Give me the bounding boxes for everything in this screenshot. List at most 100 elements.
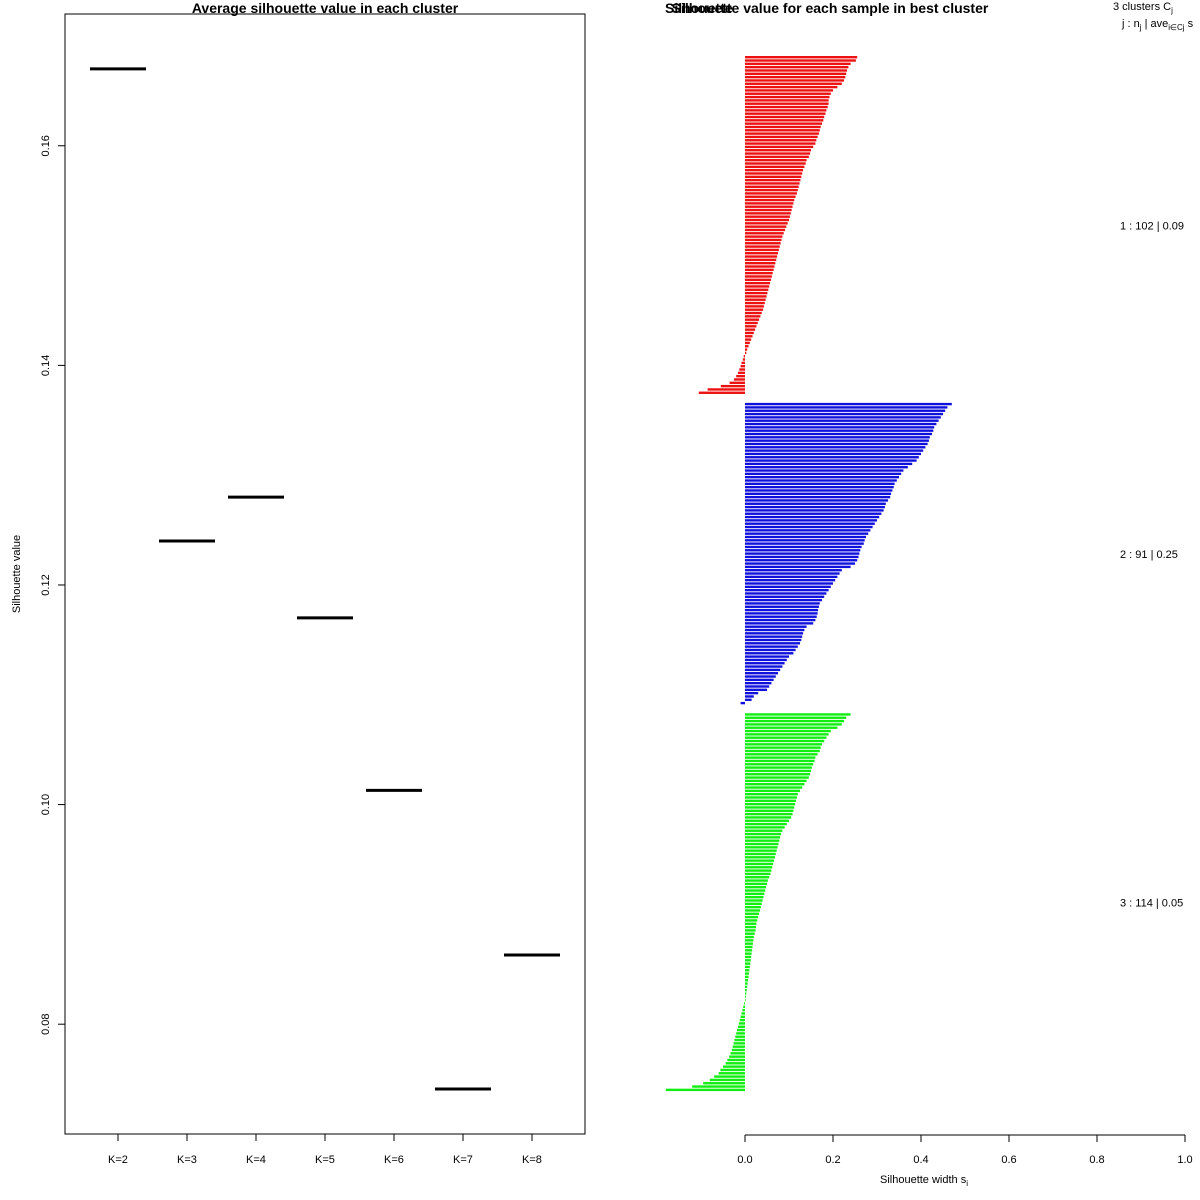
silhouette-bar (745, 658, 787, 662)
silhouette-bar (703, 1082, 745, 1085)
silhouette-bar (740, 701, 745, 705)
silhouette-bar (745, 115, 825, 119)
silhouette-bar (745, 779, 807, 783)
silhouette-bar (745, 288, 769, 291)
silhouette-bar (745, 832, 782, 836)
silhouette-bar (745, 965, 750, 969)
silhouette-bar (745, 826, 785, 829)
silhouette-bar (745, 65, 849, 69)
left-panel: Average silhouette value in each cluster… (11, 0, 586, 1166)
silhouette-bar (745, 912, 760, 915)
silhouette-bar (745, 942, 753, 945)
silhouette-bar (745, 202, 794, 205)
left-y-axis-label: Silhouette value (11, 535, 23, 613)
silhouette-bar (745, 188, 798, 192)
silhouette-bar (745, 886, 767, 889)
silhouette-bar (745, 672, 778, 675)
silhouette-bar (745, 945, 753, 949)
silhouette-bar (745, 132, 819, 135)
right-x-tick-label: 0.4 (913, 1154, 928, 1166)
silhouette-bar (745, 419, 939, 422)
legend-header-line2-sub2: i∈Cj (1168, 23, 1185, 32)
silhouette-bar (745, 895, 764, 899)
silhouette-bar (745, 822, 787, 826)
silhouette-bar (745, 582, 833, 585)
silhouette-bar (745, 79, 844, 82)
silhouette-bar (745, 625, 807, 628)
silhouette-bar (745, 321, 758, 325)
silhouette-bar (745, 315, 761, 318)
silhouette-bar (745, 222, 788, 225)
silhouette-bar (745, 178, 801, 182)
left-y-axis: 0.08 0.10 0.12 0.14 0.16 (40, 135, 65, 1035)
silhouette-bar (745, 409, 946, 412)
silhouette-bar (745, 688, 767, 692)
right-x-axis: 0.0 0.2 0.4 0.6 0.8 1.0 (737, 1134, 1193, 1166)
silhouette-bar (745, 485, 894, 489)
silhouette-bar (745, 802, 796, 806)
right-x-tick-label: 0.0 (737, 1154, 752, 1166)
silhouette-bar (745, 198, 795, 202)
silhouette-bar (744, 1002, 745, 1005)
silhouette-bar (745, 992, 747, 995)
silhouette-bar (745, 605, 819, 608)
silhouette-bar (737, 1028, 745, 1032)
silhouette-bar (745, 955, 752, 959)
silhouette-bar (745, 846, 778, 849)
silhouette-bar (745, 862, 774, 866)
silhouette-bar (745, 238, 782, 242)
silhouette-bar (745, 59, 856, 62)
silhouette-bar (745, 691, 759, 695)
legend-header-line1: 3 clusters Cj (1113, 1, 1173, 15)
legend-header-line2-main: j : n (1121, 18, 1140, 30)
silhouette-bar (745, 208, 792, 212)
silhouette-bar (745, 102, 829, 105)
silhouette-bar (745, 298, 766, 301)
legend-header-line2-sub: j (1139, 23, 1142, 32)
silhouette-bar (745, 746, 821, 749)
silhouette-bar (745, 645, 798, 648)
silhouette-bar (714, 1075, 745, 1078)
silhouette-bar (745, 265, 775, 268)
silhouette-bar (745, 69, 848, 72)
silhouette-bar (745, 635, 803, 638)
silhouette-bar (745, 248, 779, 252)
silhouette-bar (745, 829, 783, 832)
silhouette-bar (745, 509, 884, 512)
silhouette-bar (745, 212, 791, 215)
left-y-tick-label: 0.14 (40, 355, 52, 376)
silhouette-bar (745, 499, 888, 502)
silhouette-bar (745, 492, 892, 495)
silhouette-bar (745, 555, 859, 559)
left-x-tick-label: K=2 (108, 1154, 128, 1166)
silhouette-bar (745, 678, 774, 682)
silhouette-bar (745, 592, 827, 595)
silhouette-bar (745, 749, 820, 753)
silhouette-bar (745, 432, 932, 436)
silhouette-bar (745, 218, 789, 222)
silhouette-bar (745, 402, 952, 406)
silhouette-bar (745, 585, 831, 589)
silhouette-bar (745, 449, 924, 452)
silhouette-bar (745, 311, 762, 315)
silhouette-bar (745, 716, 847, 719)
silhouette-bar (745, 281, 771, 285)
left-x-tick-label: K=8 (522, 1154, 542, 1166)
silhouette-bar (745, 56, 858, 59)
silhouette-bar (745, 648, 796, 652)
silhouette-bar (745, 325, 757, 328)
silhouette-bar (745, 495, 891, 499)
silhouette-bar (745, 759, 815, 763)
silhouette-bar (745, 681, 772, 685)
silhouette-bar (745, 291, 768, 295)
silhouette-bar (745, 642, 800, 645)
silhouette-bar (745, 866, 773, 869)
right-x-tick-label: 0.2 (825, 1154, 840, 1166)
silhouette-bars (665, 56, 952, 1092)
silhouette-bar (692, 1085, 745, 1088)
silhouette-bar (745, 819, 789, 822)
silhouette-bar (745, 165, 805, 169)
silhouette-bar (737, 371, 745, 375)
silhouette-bar (745, 995, 746, 999)
